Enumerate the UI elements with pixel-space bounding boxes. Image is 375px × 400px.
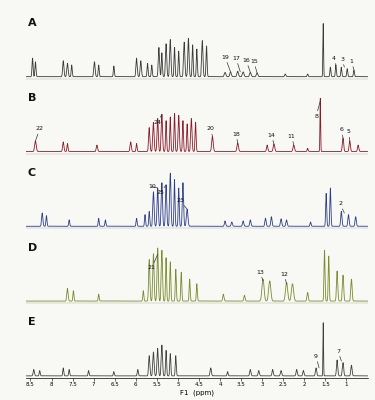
Text: 18: 18	[232, 132, 240, 143]
Text: B: B	[28, 93, 36, 103]
Text: 25: 25	[156, 185, 166, 196]
Text: 3: 3	[340, 57, 344, 67]
Text: 13: 13	[256, 270, 264, 281]
Text: 12: 12	[280, 272, 288, 284]
Text: 16: 16	[242, 58, 250, 72]
Text: 10: 10	[148, 184, 158, 189]
Text: 5: 5	[346, 130, 351, 141]
Text: 14: 14	[267, 133, 275, 144]
Text: 8: 8	[314, 101, 320, 118]
Text: D: D	[28, 243, 37, 253]
Text: 24: 24	[154, 114, 162, 125]
Text: 11: 11	[288, 134, 296, 145]
Text: 15: 15	[250, 59, 258, 73]
Text: 7: 7	[336, 348, 341, 361]
X-axis label: F1  (ppm): F1 (ppm)	[180, 390, 214, 396]
Text: 21: 21	[148, 254, 158, 270]
Text: 6: 6	[339, 127, 344, 138]
Text: 17: 17	[232, 56, 240, 72]
Text: C: C	[28, 168, 36, 178]
Text: 22: 22	[36, 126, 44, 141]
Text: 23: 23	[176, 198, 187, 209]
Text: E: E	[28, 318, 36, 328]
Text: 1: 1	[350, 59, 354, 70]
Text: 4: 4	[332, 56, 336, 65]
Text: 2: 2	[338, 201, 344, 213]
Text: 19: 19	[221, 55, 231, 72]
Text: A: A	[28, 18, 37, 28]
Text: 20: 20	[207, 126, 215, 137]
Text: 9: 9	[314, 354, 319, 368]
